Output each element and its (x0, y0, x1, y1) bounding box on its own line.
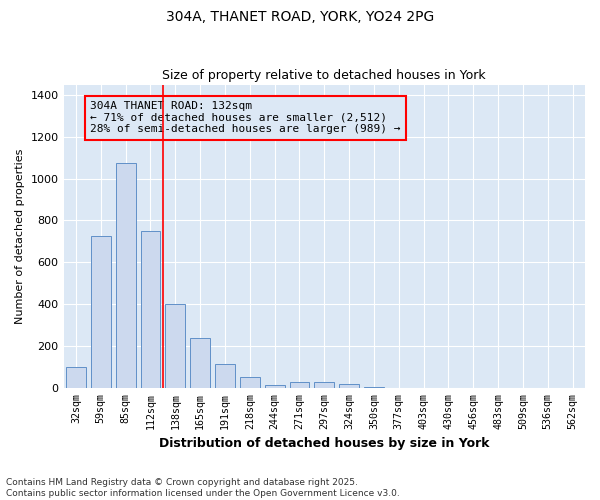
Bar (91, 236, 111, 388)
Text: Contains HM Land Registry data © Crown copyright and database right 2025.
Contai: Contains HM Land Registry data © Crown c… (6, 478, 400, 498)
Bar (290, 382, 310, 388)
Bar (265, 384, 284, 388)
Y-axis label: Number of detached properties: Number of detached properties (15, 148, 25, 324)
Bar (140, 231, 160, 388)
Text: 304A, THANET ROAD, YORK, YO24 2PG: 304A, THANET ROAD, YORK, YO24 2PG (166, 10, 434, 24)
X-axis label: Distribution of detached houses by size in York: Distribution of detached houses by size … (159, 437, 490, 450)
Bar (190, 338, 210, 388)
Bar (314, 382, 334, 388)
Bar (339, 384, 359, 388)
Bar (364, 387, 384, 388)
Text: 304A THANET ROAD: 132sqm
← 71% of detached houses are smaller (2,512)
28% of sem: 304A THANET ROAD: 132sqm ← 71% of detach… (91, 102, 401, 134)
Title: Size of property relative to detached houses in York: Size of property relative to detached ho… (163, 69, 486, 82)
Bar (116, 163, 136, 388)
Bar (215, 364, 235, 388)
Bar (240, 378, 260, 388)
Bar (66, 367, 86, 388)
Bar (166, 304, 185, 388)
